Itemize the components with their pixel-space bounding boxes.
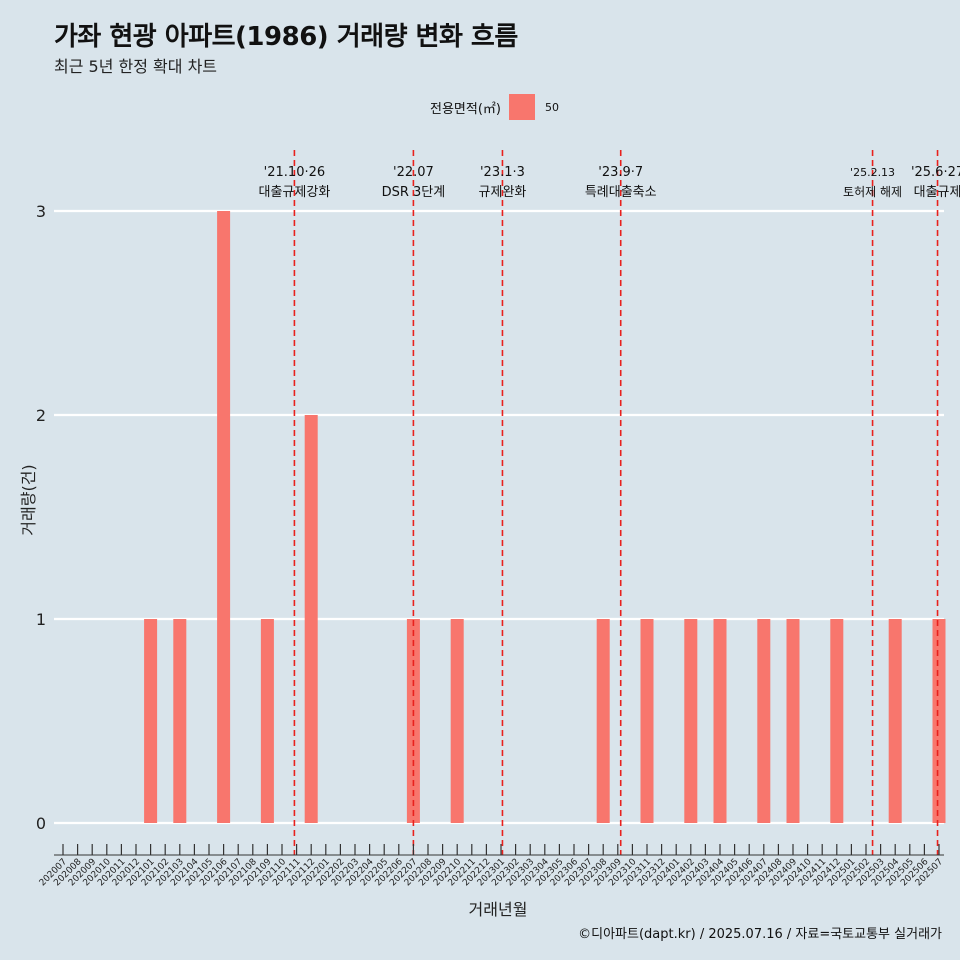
- bar-202404: [713, 619, 727, 823]
- event-label: 규제완화: [479, 185, 527, 200]
- chart-subtitle: 최근 5년 한정 확대 차트: [54, 57, 218, 76]
- event-date: '25.6·27: [911, 165, 960, 180]
- chart-title: 가좌 현광 아파트(1986) 거래량 변화 흐름: [54, 22, 518, 52]
- y-tick-label: 3: [36, 202, 46, 221]
- event-date: '22.07: [393, 165, 434, 180]
- grid-layer: 0 1 2 3: [36, 202, 944, 833]
- event-label: 특례대출축소: [585, 185, 657, 200]
- bar-202504: [888, 619, 902, 823]
- legend-label: 50: [544, 100, 559, 114]
- event-label: DSR 3단계: [382, 185, 446, 200]
- y-tick-label: 1: [36, 610, 46, 629]
- source-caption: ©디아파트(dapt.kr) / 2025.07.16 / 자료=국토교통부 실…: [578, 927, 942, 942]
- bar-202507: [932, 619, 946, 823]
- event-date: '23.9·7: [598, 165, 643, 180]
- event-layer: '21.10·26 대출규제강화 '22.07 DSR 3단계 '23.1·3 규제완화 '…: [259, 150, 960, 855]
- bar-202210: [450, 619, 464, 823]
- bar-202109: [260, 619, 274, 823]
- bar-202103: [173, 619, 187, 823]
- y-axis-title: 거래량(건): [19, 464, 38, 535]
- bar-202311: [640, 619, 654, 823]
- y-tick-label: 0: [36, 814, 46, 833]
- legend-swatch: [508, 94, 535, 120]
- x-axis-title: 거래년월: [469, 900, 528, 919]
- y-tick-label: 2: [36, 406, 46, 425]
- event-date: '23.1·3: [480, 165, 525, 180]
- legend-title: 전용면적(㎡): [430, 101, 501, 117]
- bar-202402: [684, 619, 698, 823]
- event-date: '25.2.13: [850, 166, 895, 179]
- bar-202112: [304, 415, 318, 823]
- bar-202407: [757, 619, 771, 823]
- event-date: '21.10·26: [264, 165, 325, 180]
- legend: 전용면적(㎡) 50: [430, 94, 559, 120]
- event-label: 대출규제: [914, 185, 960, 200]
- bar-layer: [144, 211, 946, 823]
- event-label: 대출규제강화: [259, 185, 331, 200]
- event-label: 토허제 해제: [843, 185, 902, 199]
- bar-202412: [830, 619, 844, 823]
- bar-202101: [144, 619, 158, 823]
- bar-202409: [786, 619, 800, 823]
- axis-layer: 2020072020082020092020102020112020122021…: [38, 844, 945, 888]
- bar-202308: [596, 619, 610, 823]
- bar-202106: [217, 211, 231, 823]
